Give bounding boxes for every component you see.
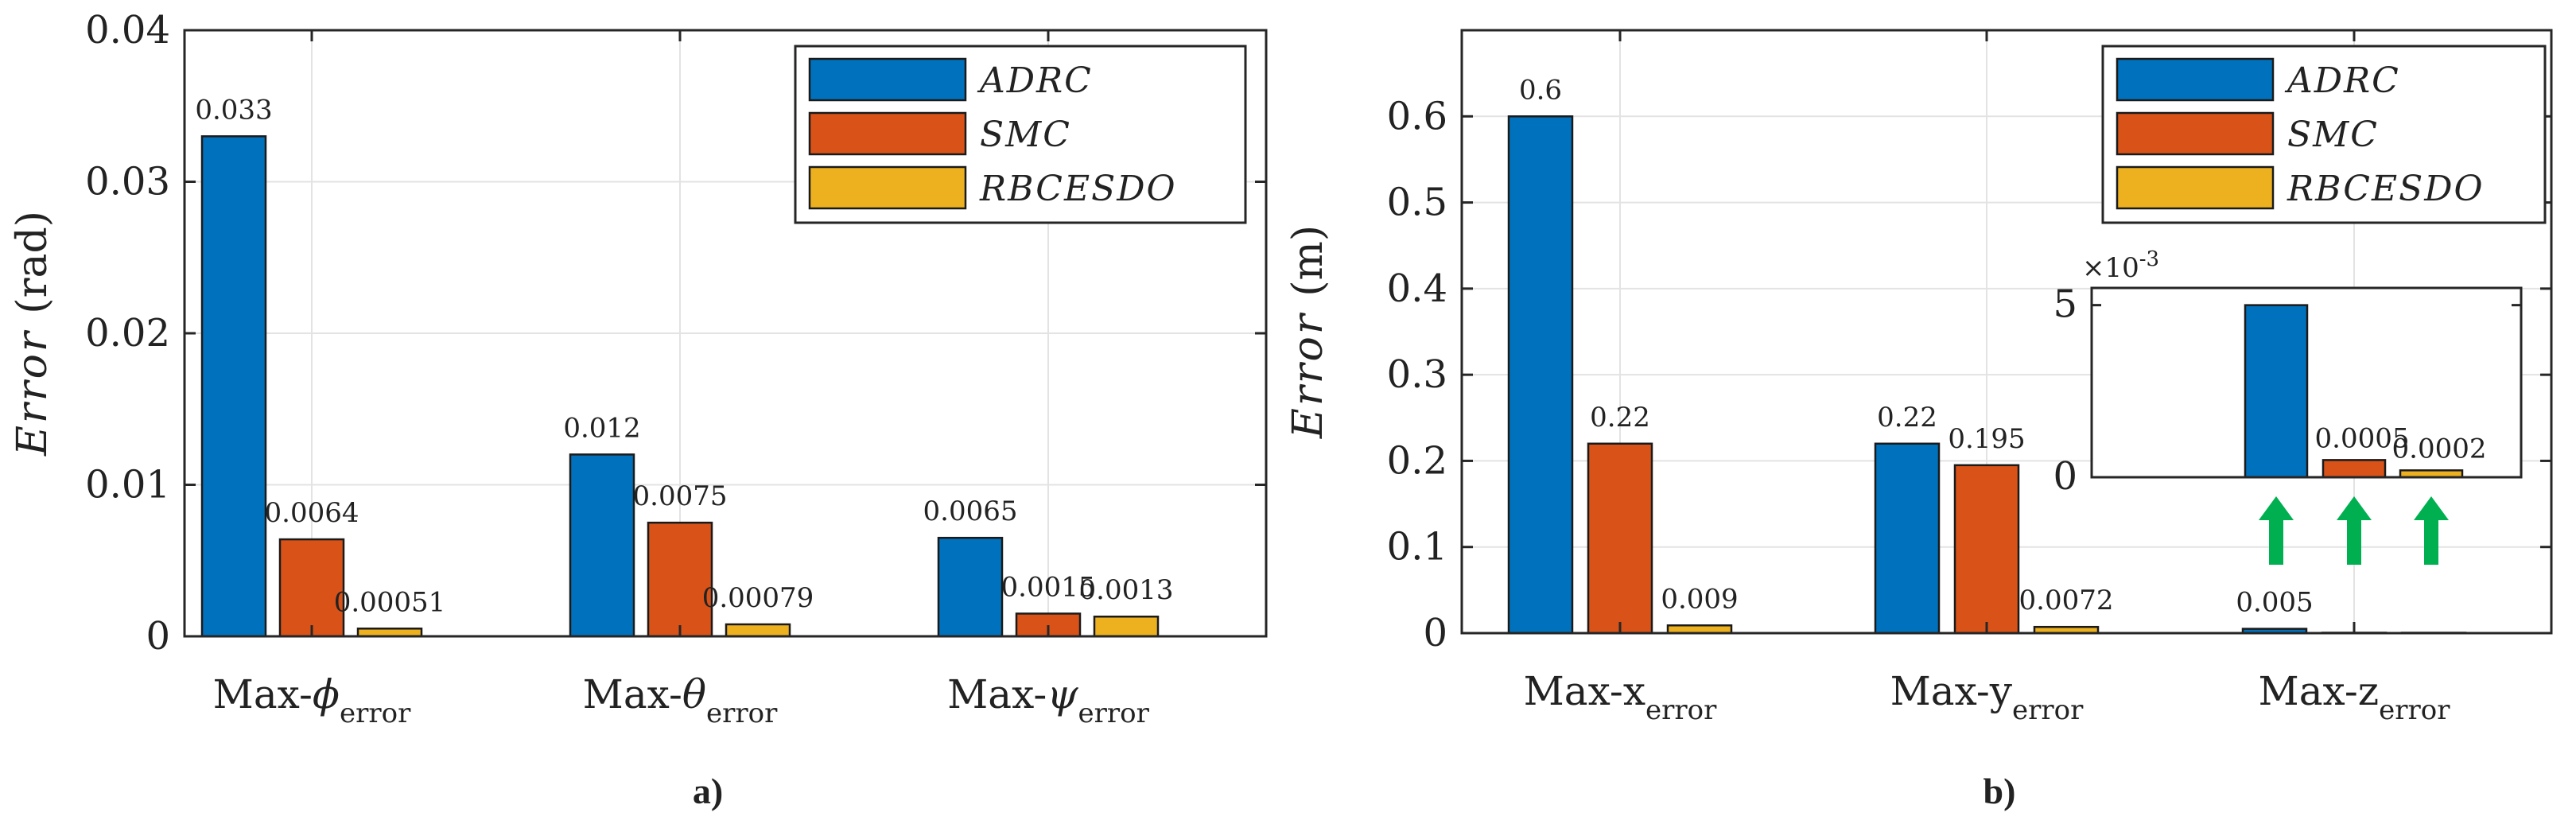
legend-swatch-smc <box>2116 111 2275 156</box>
bar-adrc <box>1507 115 1574 635</box>
inset-y-tick-label: 0 <box>2053 454 2077 499</box>
chart-panel-b: 0.6 0.22 0.005 0.22 0.195 0.009 0.0072 0 0.1 0.2 0… <box>1284 29 2553 811</box>
legend-label-rbcesdo: RBCESDO <box>979 169 1177 209</box>
legend-label-adrc: ADRC <box>2284 60 2400 101</box>
legend-swatch-adrc <box>2116 57 2275 102</box>
legend-swatch-smc <box>808 111 967 156</box>
x-tick-label: Max-ψerror <box>947 671 1150 729</box>
chart-panel-a: 0.033 0.012 0.0065 0.0064 0.0075 0.0015 0.0005… <box>9 8 1268 811</box>
x-tick-label: Max-yerror <box>1890 668 2085 726</box>
data-label: 0.0072 <box>2019 585 2114 616</box>
data-label: 0.0013 <box>1079 574 1174 606</box>
legend-swatch-rbcesdo <box>2116 165 2275 210</box>
bar-smc <box>647 521 713 638</box>
bar-adrc <box>1874 442 1941 635</box>
data-label: 0.22 <box>1877 402 1937 433</box>
y-tick-label: 0.01 <box>85 463 170 507</box>
y-tick-label: 0 <box>1423 611 1447 655</box>
y-axis-label: Error (m) <box>1284 225 1332 439</box>
data-label: 0.0075 <box>633 480 728 512</box>
y-tick-label: 0.2 <box>1387 438 1447 483</box>
y-tick-label: 0.02 <box>85 311 170 356</box>
inset-bar-smc <box>2322 459 2387 479</box>
data-label: 0.0065 <box>923 496 1018 527</box>
data-label: 0.00051 <box>334 586 446 618</box>
bar-smc <box>1587 442 1653 635</box>
bar-rbcesdo <box>725 623 791 638</box>
y-tick-label: 0.4 <box>1387 266 1447 311</box>
y-tick-label: 0.1 <box>1387 525 1447 569</box>
inset-data-label: 0.0005 <box>2315 422 2410 454</box>
x-tick-label: Max-zerror <box>2259 668 2451 726</box>
y-tick-label: 0.6 <box>1387 94 1447 138</box>
data-label: 0.033 <box>195 94 272 126</box>
bar-rbcesdo <box>1093 615 1160 638</box>
x-tick-label: Max-xerror <box>1524 668 1718 726</box>
panel-label: b) <box>1983 771 2016 811</box>
bar-smc <box>278 538 345 638</box>
bar-adrc <box>937 536 1004 638</box>
inset-data-label: 0.0002 <box>2392 433 2487 465</box>
panel-label: a) <box>693 771 723 811</box>
y-tick-label: 0 <box>146 614 170 659</box>
data-label: 0.009 <box>1661 583 1738 615</box>
bar-adrc <box>200 135 267 638</box>
data-label: 0.005 <box>2236 587 2313 619</box>
y-axis-label: Error (rad) <box>9 211 56 457</box>
data-label: 0.22 <box>1590 402 1650 433</box>
data-label: 0.0015 <box>1001 571 1096 603</box>
legend-label-smc: SMC <box>980 115 1071 155</box>
y-tick-label: 0.04 <box>85 8 170 52</box>
data-label: 0.6 <box>1519 74 1562 106</box>
inset-bar-adrc <box>2244 304 2309 479</box>
y-tick-label: 0.5 <box>1387 181 1447 225</box>
up-arrow-icon <box>2414 496 2449 565</box>
x-tick-label: Max-θerror <box>583 671 778 729</box>
axes-box <box>1460 29 2553 635</box>
y-tick-label: 0.03 <box>85 160 170 204</box>
legend-label-smc: SMC <box>2287 115 2379 155</box>
y-tick-label: 0.3 <box>1387 352 1447 397</box>
bar-smc <box>1953 464 2020 635</box>
bar-smc <box>1015 612 1082 638</box>
x-tick-label: Max-ϕerror <box>213 671 411 729</box>
data-label: 0.012 <box>563 412 640 444</box>
legend-label-adrc: ADRC <box>977 60 1093 101</box>
legend-label-rbcesdo: RBCESDO <box>2287 169 2485 209</box>
inset-axes-box <box>2090 286 2523 479</box>
inset-y-tick-label: 5 <box>2053 282 2077 327</box>
inset-exponent-label: ×10-3 <box>2082 247 2159 284</box>
up-arrow-icon <box>2259 496 2294 565</box>
data-label: 0.0064 <box>265 497 359 529</box>
up-arrow-icon <box>2337 496 2372 565</box>
bar-adrc <box>569 453 635 638</box>
data-label: 0.195 <box>1948 423 2025 455</box>
legend-swatch-rbcesdo <box>808 165 967 210</box>
data-label: 0.00079 <box>702 582 814 614</box>
legend-swatch-adrc <box>808 57 967 102</box>
